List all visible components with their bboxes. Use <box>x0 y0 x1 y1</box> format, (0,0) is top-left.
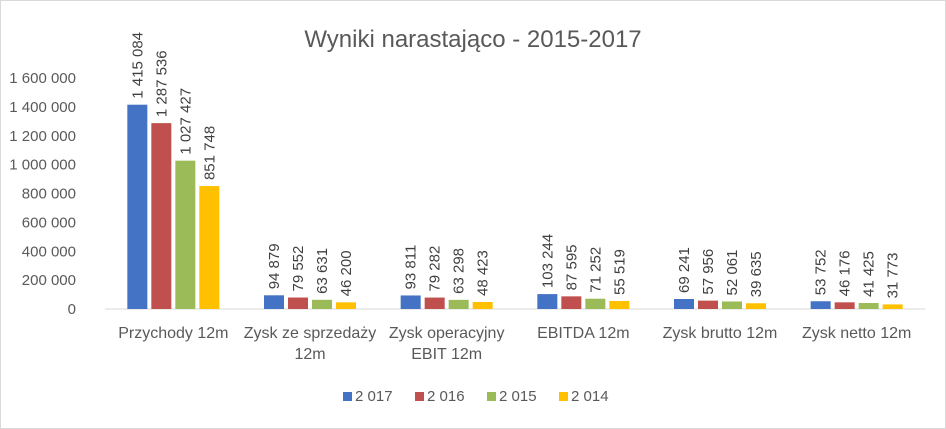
data-label: 93 811 <box>403 245 420 290</box>
data-label: 1 415 084 <box>129 32 146 99</box>
data-label: 79 552 <box>290 246 307 292</box>
bar-2014 <box>472 302 493 309</box>
bar-2016 <box>834 302 855 309</box>
bar-2014 <box>882 304 903 309</box>
category-label: Przychody 12m <box>118 325 228 342</box>
data-label: 46 200 <box>338 250 355 296</box>
bar-2014 <box>336 302 356 309</box>
bar-2014 <box>609 300 630 309</box>
y-tick-label: 0 <box>68 301 76 318</box>
bar-2017 <box>127 104 148 309</box>
category-label: Zysk brutto 12m <box>663 325 778 342</box>
data-label: 55 519 <box>611 249 628 295</box>
bar-2014 <box>746 303 766 309</box>
bar-2015 <box>175 160 196 309</box>
data-label: 1 027 427 <box>177 88 194 155</box>
category-label: 12m <box>294 346 325 363</box>
legend-swatch <box>343 392 352 401</box>
legend-label: 2 017 <box>355 388 393 405</box>
data-label: 851 748 <box>201 126 218 180</box>
bar-2015 <box>585 298 606 309</box>
data-label: 48 423 <box>475 250 492 296</box>
data-label: 103 244 <box>539 234 556 288</box>
legend-swatch <box>559 392 568 401</box>
y-tick-label: 800 000 <box>22 186 76 203</box>
category-label: Zysk netto 12m <box>802 325 911 342</box>
chart-title: Wyniki narastająco - 2015-2017 <box>304 26 641 53</box>
data-label: 79 282 <box>427 246 444 292</box>
legend-label: 2 014 <box>571 388 609 405</box>
y-tick-label: 600 000 <box>22 214 76 231</box>
y-tick-label: 200 000 <box>22 272 76 289</box>
y-tick-label: 1 200 000 <box>9 128 76 145</box>
bar-2017 <box>400 295 421 309</box>
data-label: 63 631 <box>314 248 331 294</box>
category-label: EBITDA 12m <box>537 325 629 342</box>
bar-2015 <box>448 299 469 309</box>
data-label: 71 252 <box>587 247 604 293</box>
legend-swatch <box>415 392 424 401</box>
y-tick-label: 1 000 000 <box>9 157 76 174</box>
bar-2016 <box>698 300 718 309</box>
data-label: 94 879 <box>266 243 283 289</box>
bar-2014 <box>199 186 220 309</box>
y-tick-label: 400 000 <box>22 243 76 260</box>
data-label: 46 176 <box>837 250 854 296</box>
bar-2016 <box>288 297 308 309</box>
legend-label: 2 016 <box>427 388 465 405</box>
y-tick-label: 1 400 000 <box>9 99 76 116</box>
bar-2017 <box>264 295 284 309</box>
bar-2015 <box>722 301 742 309</box>
y-tick-label: 1 600 000 <box>9 70 76 87</box>
data-label: 52 061 <box>724 250 741 296</box>
data-label: 1 287 536 <box>153 50 170 117</box>
bar-2017 <box>674 299 694 309</box>
data-label: 63 298 <box>451 248 468 294</box>
data-label: 31 773 <box>885 253 902 299</box>
bar-2015 <box>312 299 332 309</box>
bar-2017 <box>810 301 831 309</box>
bar-2017 <box>537 294 558 309</box>
bar-2015 <box>858 303 879 309</box>
legend-label: 2 015 <box>499 388 537 405</box>
bar-2016 <box>151 123 172 309</box>
bar-2016 <box>424 297 445 309</box>
category-label: Zysk operacyjny <box>389 325 505 342</box>
data-label: 41 425 <box>861 251 878 297</box>
bar-2016 <box>561 296 582 309</box>
data-label: 87 595 <box>563 244 580 290</box>
category-label: Zysk ze sprzedaży <box>244 325 376 342</box>
data-label: 53 752 <box>813 249 830 295</box>
legend-swatch <box>487 392 496 401</box>
data-label: 39 635 <box>748 251 765 297</box>
data-label: 69 241 <box>676 247 693 293</box>
data-label: 57 956 <box>700 249 717 295</box>
category-label: EBIT 12m <box>411 346 482 363</box>
